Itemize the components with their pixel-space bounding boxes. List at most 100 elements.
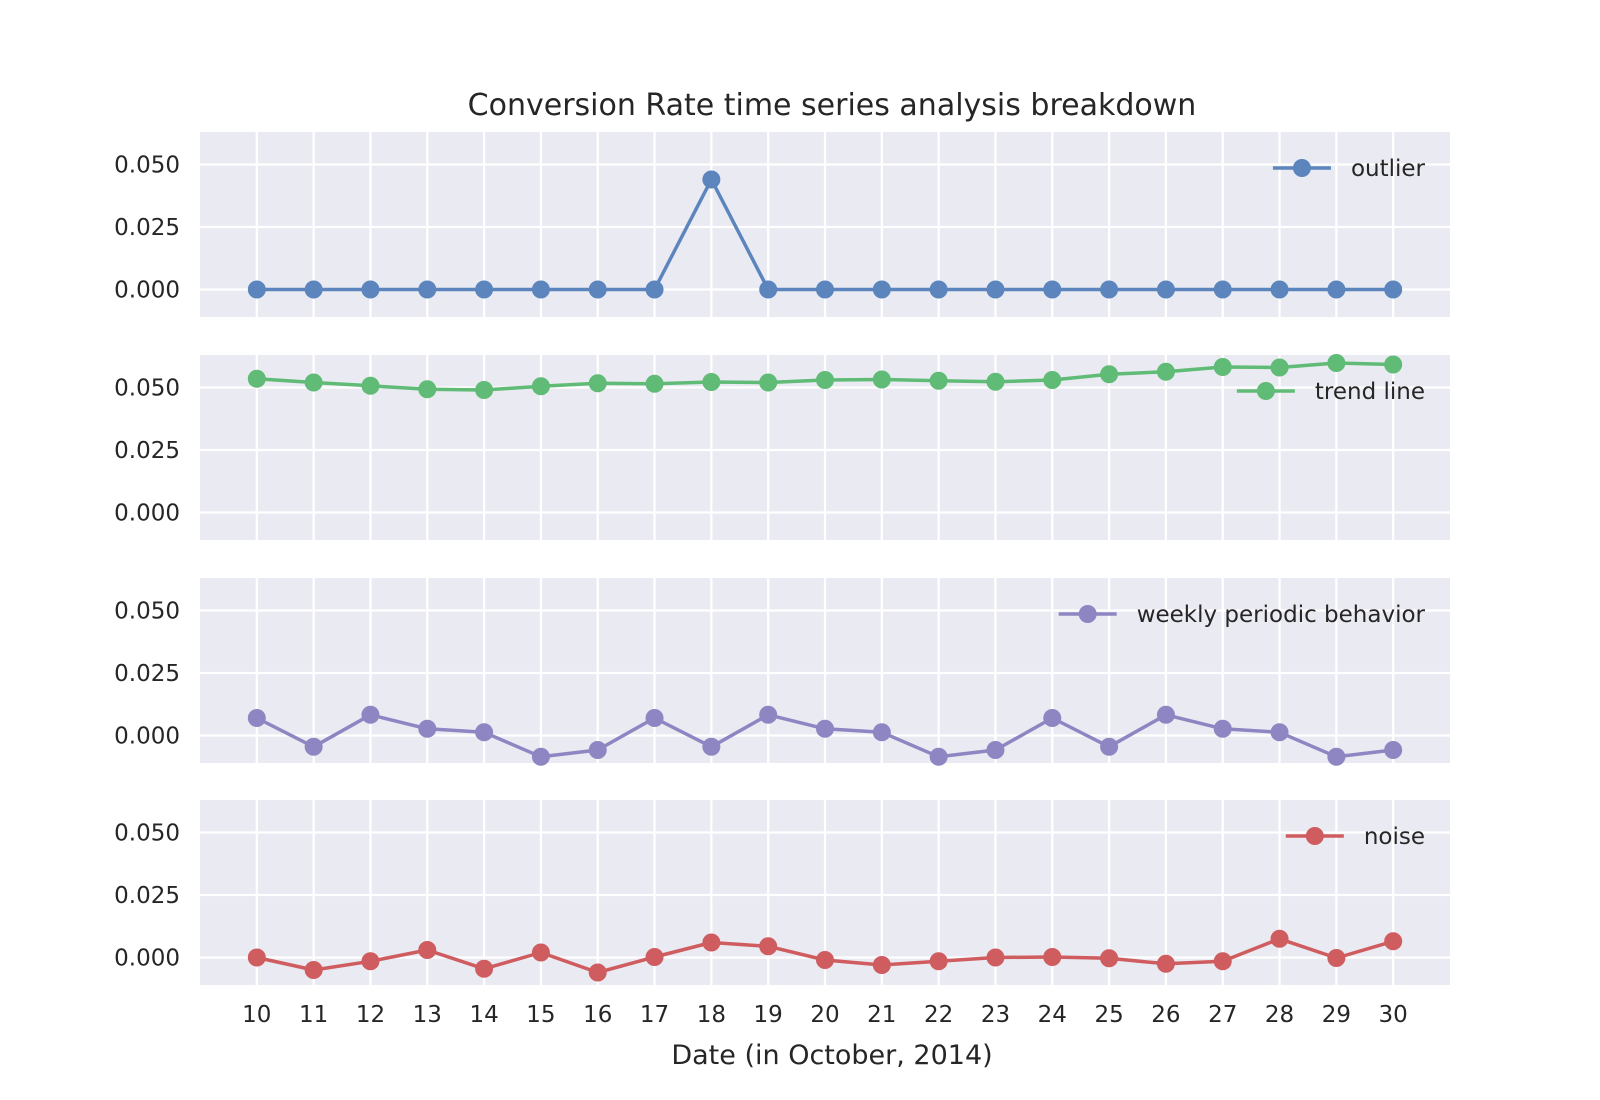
data-point (1327, 280, 1346, 299)
x-axis-label: Date (in October, 2014) (671, 1040, 992, 1071)
data-point (1043, 709, 1062, 727)
x-tick-label: 21 (867, 1002, 896, 1028)
data-point (588, 374, 607, 393)
data-point (1270, 358, 1289, 377)
data-point (361, 705, 380, 724)
data-point (1100, 280, 1119, 299)
data-point (1270, 723, 1289, 742)
x-tick-label: 29 (1322, 1002, 1351, 1028)
x-tick-label: 16 (583, 1002, 612, 1028)
data-point (872, 723, 891, 742)
data-point (531, 280, 550, 299)
x-tick-label: 22 (924, 1002, 953, 1028)
legend-label: outlier (1351, 156, 1426, 182)
legend: outlier (1272, 156, 1426, 182)
data-point (1327, 747, 1346, 766)
data-point (1213, 280, 1232, 299)
data-point (418, 941, 437, 959)
x-axis-ticks: 10 11 12 13 14 15 16 17 18 19 20 21 22 23 24 25 26 27 28 29… (242, 1002, 1408, 1028)
y-tick-label: 0.025 (114, 438, 180, 464)
data-point (872, 956, 891, 974)
x-tick-label: 26 (1151, 1002, 1180, 1028)
data-point (872, 280, 891, 299)
data-point (872, 370, 891, 389)
data-point (1043, 948, 1062, 966)
y-tick-label: 0.000 (114, 946, 180, 972)
legend-label: trend line (1315, 379, 1425, 405)
y-tick-label: 0.000 (114, 278, 180, 304)
data-point (475, 280, 494, 299)
data-point (418, 280, 437, 299)
legend: noise (1285, 824, 1425, 850)
data-point (1043, 371, 1062, 389)
x-tick-label: 10 (242, 1002, 271, 1028)
data-point (418, 380, 437, 399)
data-point (1213, 952, 1232, 971)
data-point (304, 280, 323, 299)
data-point (1100, 737, 1119, 756)
x-tick-label: 20 (810, 1002, 839, 1028)
legend-marker (1292, 159, 1311, 177)
data-point (929, 952, 948, 971)
data-point (361, 376, 380, 395)
x-tick-label: 13 (413, 1002, 442, 1028)
chart-title: Conversion Rate time series analysis bre… (468, 88, 1197, 123)
x-tick-label: 19 (754, 1002, 783, 1028)
subplot-3: 0.000 0.025 0.050 weekly periodic behavior (114, 578, 1450, 766)
data-point (588, 280, 607, 299)
data-point (247, 280, 266, 299)
legend-label: weekly periodic behavior (1137, 602, 1426, 628)
y-tick-label: 0.050 (114, 376, 180, 402)
data-point (531, 377, 550, 396)
x-tick-label: 30 (1379, 1002, 1408, 1028)
data-point (475, 723, 494, 742)
data-point (1156, 705, 1175, 724)
data-point (759, 280, 778, 299)
data-point (1213, 719, 1232, 738)
data-point (475, 959, 494, 978)
data-point (1384, 280, 1403, 299)
data-point (531, 747, 550, 766)
data-point (418, 719, 437, 738)
data-point (1384, 355, 1403, 374)
x-tick-label: 25 (1094, 1002, 1123, 1028)
data-point (247, 369, 266, 388)
x-tick-label: 24 (1038, 1002, 1067, 1028)
data-point (645, 280, 664, 299)
data-point (759, 373, 778, 392)
data-point (588, 741, 607, 759)
data-point (1156, 954, 1175, 973)
data-point (1270, 929, 1289, 948)
data-point (759, 937, 778, 956)
data-point (986, 280, 1005, 299)
data-point (1156, 362, 1175, 381)
data-point (702, 373, 721, 391)
data-point (816, 371, 834, 389)
x-tick-label: 28 (1265, 1002, 1294, 1028)
legend-marker (1305, 827, 1324, 845)
data-point (816, 719, 834, 738)
x-tick-label: 27 (1208, 1002, 1237, 1028)
data-point (1213, 358, 1232, 376)
data-point (986, 741, 1005, 759)
data-point (361, 952, 380, 971)
x-tick-label: 14 (469, 1002, 498, 1028)
data-point (475, 381, 494, 399)
data-point (702, 737, 721, 756)
data-point (247, 948, 266, 967)
data-point (986, 372, 1005, 391)
data-point (816, 951, 834, 969)
data-point (1156, 280, 1175, 299)
data-point (304, 961, 323, 979)
data-point (645, 374, 664, 393)
data-point (816, 280, 834, 299)
y-tick-label: 0.050 (114, 599, 180, 625)
y-tick-label: 0.025 (114, 661, 180, 687)
data-point (645, 948, 664, 966)
data-point (304, 373, 323, 392)
data-point (1043, 280, 1062, 299)
y-tick-label: 0.000 (114, 501, 180, 527)
x-tick-label: 18 (697, 1002, 726, 1028)
x-tick-label: 11 (299, 1002, 328, 1028)
